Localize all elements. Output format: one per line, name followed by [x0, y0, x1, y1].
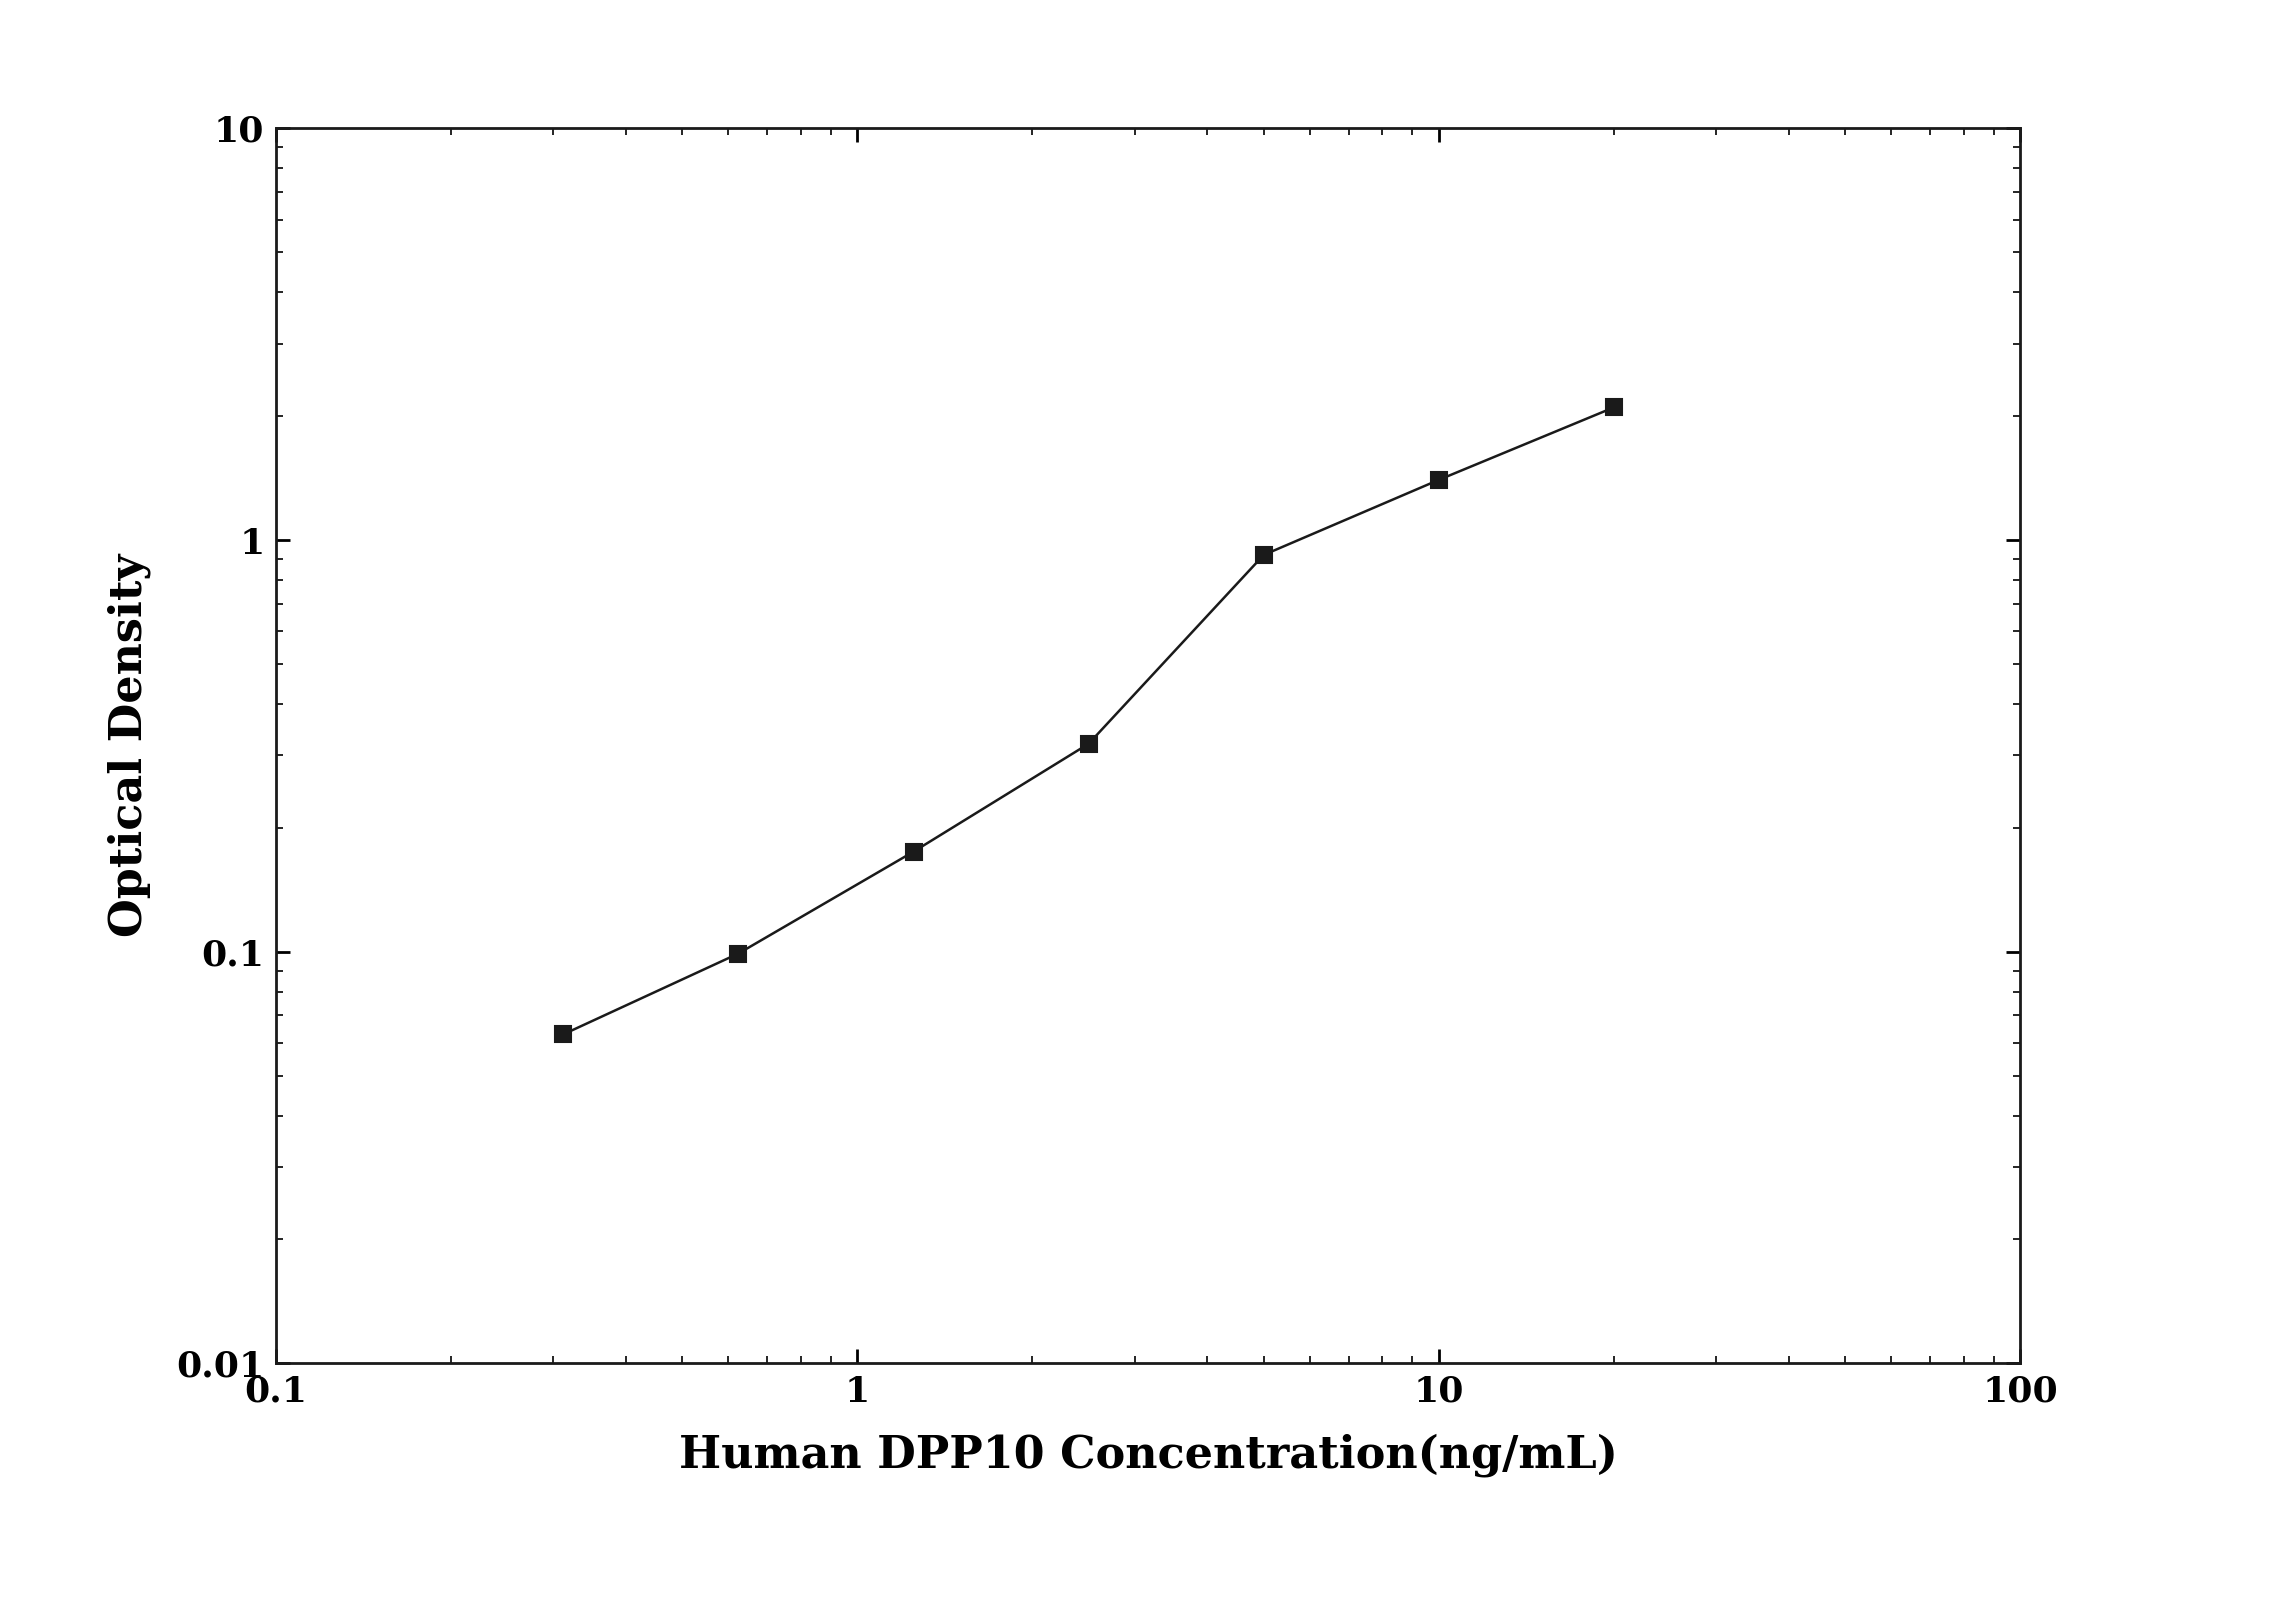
X-axis label: Human DPP10 Concentration(ng/mL): Human DPP10 Concentration(ng/mL): [680, 1434, 1616, 1477]
Y-axis label: Optical Density: Optical Density: [108, 555, 152, 937]
